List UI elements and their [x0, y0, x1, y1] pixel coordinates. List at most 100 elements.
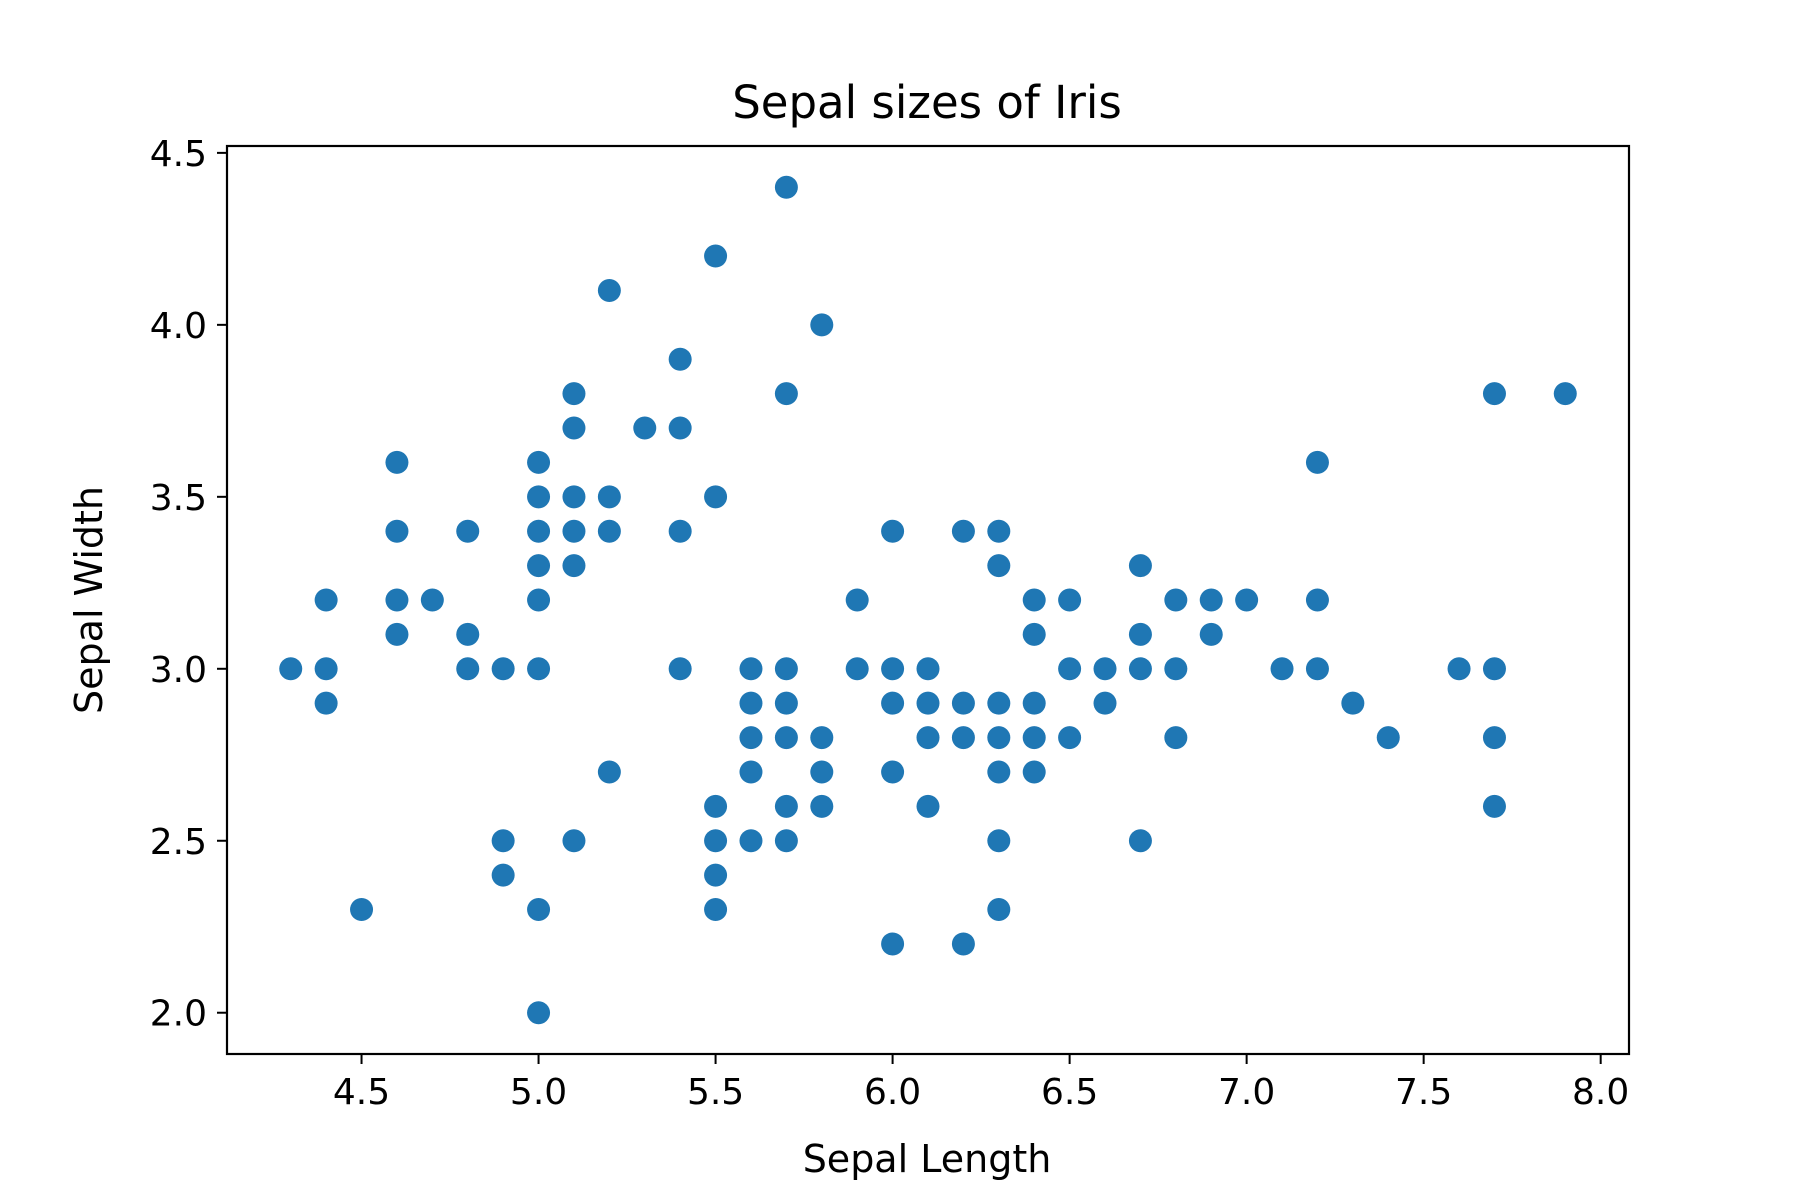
data-point — [527, 657, 551, 681]
data-point — [881, 760, 905, 784]
data-point — [456, 622, 480, 646]
x-tick-label: 6.5 — [1041, 1072, 1098, 1113]
data-point — [491, 829, 515, 853]
data-point — [1164, 588, 1188, 612]
x-tick-label: 4.5 — [333, 1072, 390, 1113]
data-point — [1199, 622, 1223, 646]
data-point — [1058, 588, 1082, 612]
data-point — [1305, 450, 1329, 474]
y-tick-label: 4.0 — [150, 306, 207, 347]
data-point — [1164, 726, 1188, 750]
data-point — [951, 932, 975, 956]
data-point — [562, 416, 586, 440]
data-point — [774, 382, 798, 406]
chart-title: Sepal sizes of Iris — [732, 76, 1122, 129]
data-point — [1128, 657, 1152, 681]
data-point — [1447, 657, 1471, 681]
data-point — [987, 829, 1011, 853]
x-tick-label: 7.0 — [1218, 1072, 1275, 1113]
data-point — [597, 519, 621, 543]
data-point — [562, 519, 586, 543]
data-point — [314, 691, 338, 715]
data-point — [1305, 657, 1329, 681]
data-point — [527, 588, 551, 612]
data-point — [491, 863, 515, 887]
data-point — [704, 244, 728, 268]
x-axis-label: Sepal Length — [803, 1137, 1052, 1181]
data-point — [774, 829, 798, 853]
y-tick-label: 3.5 — [150, 478, 207, 519]
data-point — [916, 794, 940, 818]
x-tick-label: 5.0 — [510, 1072, 567, 1113]
data-point — [597, 760, 621, 784]
data-point — [1058, 726, 1082, 750]
data-point — [774, 175, 798, 199]
data-point — [704, 794, 728, 818]
data-point — [987, 898, 1011, 922]
data-point — [987, 691, 1011, 715]
x-tick-label: 7.5 — [1395, 1072, 1452, 1113]
data-point — [1022, 622, 1046, 646]
data-point — [385, 622, 409, 646]
data-point — [668, 657, 692, 681]
data-point — [1482, 382, 1506, 406]
x-axis: 4.5 5.0 5.5 6.0 6.5 7.0 7.5 8.0 — [333, 1054, 1629, 1113]
data-point — [1553, 382, 1577, 406]
data-point — [668, 519, 692, 543]
data-point — [951, 691, 975, 715]
y-tick-label: 2.0 — [150, 994, 207, 1035]
data-point — [951, 726, 975, 750]
data-point — [527, 898, 551, 922]
data-point — [810, 313, 834, 337]
data-point — [527, 485, 551, 509]
data-point — [385, 519, 409, 543]
data-point — [562, 829, 586, 853]
data-point — [951, 519, 975, 543]
data-point — [704, 898, 728, 922]
data-point — [739, 657, 763, 681]
data-point — [1482, 794, 1506, 818]
data-point — [987, 726, 1011, 750]
data-point — [562, 554, 586, 578]
data-point — [916, 726, 940, 750]
data-point — [987, 554, 1011, 578]
data-point — [456, 657, 480, 681]
data-point — [1058, 657, 1082, 681]
data-point — [1235, 588, 1259, 612]
data-point — [704, 485, 728, 509]
data-point — [1128, 554, 1152, 578]
data-point — [1482, 657, 1506, 681]
data-point — [1022, 760, 1046, 784]
data-point — [1022, 588, 1046, 612]
y-axis: 2.0 2.5 3.0 3.5 4.0 4.5 — [150, 134, 227, 1035]
data-point — [774, 657, 798, 681]
data-point — [774, 691, 798, 715]
data-point — [491, 657, 515, 681]
data-point — [1022, 691, 1046, 715]
data-point — [774, 794, 798, 818]
y-tick-label: 4.5 — [150, 134, 207, 175]
data-point — [456, 519, 480, 543]
data-point — [739, 760, 763, 784]
data-point — [1093, 657, 1117, 681]
data-point — [916, 657, 940, 681]
y-axis-label: Sepal Width — [67, 486, 111, 714]
data-point — [527, 519, 551, 543]
data-point — [385, 450, 409, 474]
data-point — [987, 519, 1011, 543]
data-point — [668, 416, 692, 440]
x-tick-label: 8.0 — [1572, 1072, 1629, 1113]
data-point — [597, 278, 621, 302]
data-point — [527, 1001, 551, 1025]
data-point — [1164, 657, 1188, 681]
data-point — [668, 347, 692, 371]
data-point — [845, 657, 869, 681]
data-point — [704, 863, 728, 887]
data-point — [810, 794, 834, 818]
data-point — [350, 898, 374, 922]
data-point — [774, 726, 798, 750]
data-point — [1376, 726, 1400, 750]
data-point — [562, 485, 586, 509]
data-point — [881, 519, 905, 543]
data-point — [810, 760, 834, 784]
